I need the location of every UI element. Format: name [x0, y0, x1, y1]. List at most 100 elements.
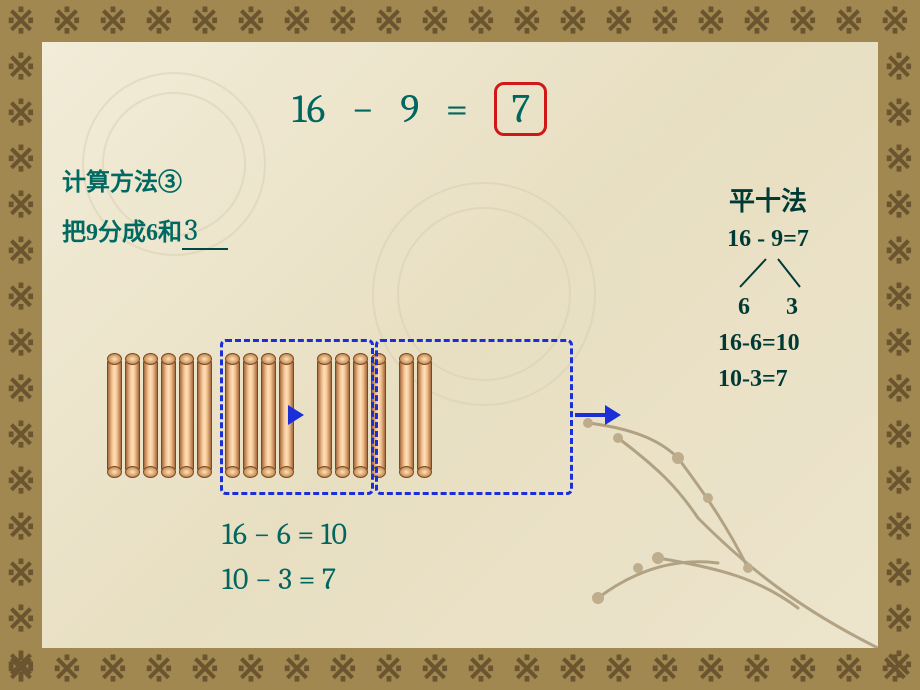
border-knot-icon: ※: [878, 552, 920, 594]
counting-stick: [107, 357, 122, 474]
side-step2: 10-3=7: [718, 361, 818, 397]
side-title: 平十法: [718, 182, 818, 221]
border-knot-icon: ※: [0, 230, 42, 272]
border-knot-icon: ※: [0, 368, 42, 410]
border-knot-icon: ※: [644, 648, 686, 690]
border-knot-icon: ※: [92, 648, 134, 690]
border-knot-icon: ※: [644, 0, 686, 42]
side-split-left: 6: [738, 294, 750, 320]
border-knot-icon: ※: [138, 648, 180, 690]
method-label: 计算方法③: [62, 162, 182, 197]
border-knot-icon: ※: [828, 648, 870, 690]
border-knot-icon: ※: [414, 0, 456, 42]
border-knot-icon: ※: [368, 648, 410, 690]
border-knot-icon: ※: [782, 0, 824, 42]
border-knot-icon: ※: [0, 184, 42, 226]
side-method-box: 平十法 16 - 9=7 6 3 16-6=10 10-3=7: [718, 182, 818, 397]
border-knot-icon: ※: [276, 0, 318, 42]
border-knot-icon: ※: [878, 92, 920, 134]
bottom-equations: 16 − 6 = 10 10 − 3 = 7: [222, 512, 347, 602]
dash-box-2: [375, 339, 573, 495]
border-knot-icon: ※: [878, 368, 920, 410]
eq-lhs: 16: [292, 86, 325, 132]
border-knot-icon: ※: [0, 460, 42, 502]
border-knot-icon: ※: [460, 0, 502, 42]
bottom-eq2: 10 − 3 = 7: [222, 557, 347, 602]
border-knot-icon: ※: [414, 648, 456, 690]
split-blank: 3: [182, 213, 228, 250]
border-knot-icon: ※: [276, 648, 318, 690]
border-knot-icon: ※: [138, 0, 180, 42]
border-knot-icon: ※: [322, 0, 364, 42]
border-knot-icon: ※: [874, 0, 916, 42]
border-knot-icon: ※: [878, 138, 920, 180]
border-knot-icon: ※: [460, 648, 502, 690]
border-knot-icon: ※: [184, 0, 226, 42]
border-knot-icon: ※: [878, 184, 920, 226]
eq-op: −: [352, 86, 374, 132]
counting-stick: [197, 357, 212, 474]
border-knot-icon: ※: [782, 648, 824, 690]
border-knot-icon: ※: [46, 0, 88, 42]
border-knot-icon: ※: [598, 648, 640, 690]
border-knot-icon: ※: [92, 0, 134, 42]
border-knot-icon: ※: [0, 276, 42, 318]
border-knot-icon: ※: [878, 230, 920, 272]
border-knot-icon: ※: [690, 0, 732, 42]
eq-eq: =: [446, 86, 468, 132]
split-lines-icon: [718, 257, 818, 289]
border-knot-icon: ※: [878, 322, 920, 364]
border-knot-icon: ※: [598, 0, 640, 42]
split-fill: 3: [184, 213, 198, 248]
border-knot-icon: ※: [0, 138, 42, 180]
border-knot-icon: ※: [552, 0, 594, 42]
main-equation: 16 − 9 = 7: [292, 82, 547, 136]
border-knot-icon: ※: [878, 276, 920, 318]
border-knot-icon: ※: [368, 0, 410, 42]
border-knot-icon: ※: [506, 0, 548, 42]
counting-stick: [179, 357, 194, 474]
border-knot-icon: ※: [230, 0, 272, 42]
border-knot-icon: ※: [0, 644, 42, 686]
border-knot-icon: ※: [230, 648, 272, 690]
counting-stick: [161, 357, 176, 474]
border-knot-icon: ※: [878, 598, 920, 640]
content-area: 16 − 9 = 7 计算方法③ 把9分成6和3 平十法 16 - 9=7 6 …: [42, 42, 878, 648]
border-knot-icon: ※: [322, 648, 364, 690]
border-knot-icon: ※: [0, 552, 42, 594]
border-knot-icon: ※: [0, 46, 42, 88]
border-knot-icon: ※: [878, 46, 920, 88]
arrow-large-icon: [605, 405, 621, 425]
border-knot-icon: ※: [0, 92, 42, 134]
counting-stick: [143, 357, 158, 474]
bottom-eq1: 16 − 6 = 10: [222, 512, 347, 557]
answer-box: 7: [494, 82, 547, 136]
arrow-small-icon: [288, 405, 304, 425]
side-step1: 16-6=10: [718, 325, 818, 361]
border-knot-icon: ※: [0, 506, 42, 548]
eq-rhs: 9: [400, 86, 419, 132]
counting-stick: [125, 357, 140, 474]
border-knot-icon: ※: [878, 414, 920, 456]
arrow-large-line: [575, 413, 605, 417]
border-knot-icon: ※: [878, 644, 920, 686]
border-knot-icon: ※: [0, 322, 42, 364]
side-eq: 16 - 9=7: [718, 221, 818, 257]
border-knot-icon: ※: [736, 0, 778, 42]
border-knot-icon: ※: [0, 414, 42, 456]
border-knot-icon: ※: [828, 0, 870, 42]
border-knot-icon: ※: [878, 506, 920, 548]
side-split-right: 3: [786, 294, 798, 320]
split-prefix: 把9分成6和: [62, 220, 182, 246]
border-knot-icon: ※: [46, 648, 88, 690]
border-knot-icon: ※: [0, 0, 42, 42]
border-knot-icon: ※: [0, 598, 42, 640]
border-knot-icon: ※: [552, 648, 594, 690]
side-split-row: 6 3: [718, 289, 818, 325]
border-knot-icon: ※: [878, 460, 920, 502]
border-knot-icon: ※: [736, 648, 778, 690]
border-knot-icon: ※: [690, 648, 732, 690]
border-knot-icon: ※: [184, 648, 226, 690]
split-sentence: 把9分成6和3: [62, 212, 228, 250]
border-knot-icon: ※: [506, 648, 548, 690]
